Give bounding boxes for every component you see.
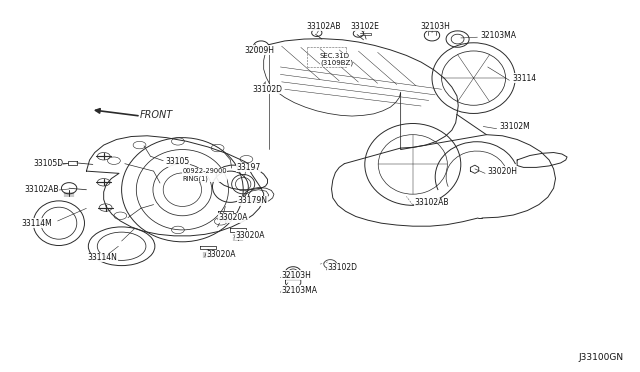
Text: 33179N: 33179N xyxy=(238,196,268,205)
Text: 33105D: 33105D xyxy=(33,159,63,168)
Text: 33114M: 33114M xyxy=(22,219,52,228)
Text: SEC.31D
(3109BZ): SEC.31D (3109BZ) xyxy=(320,53,353,66)
Text: 33102D: 33102D xyxy=(328,263,358,272)
Text: 33102AB: 33102AB xyxy=(24,185,59,194)
Text: FRONT: FRONT xyxy=(140,110,173,120)
Text: 33102E: 33102E xyxy=(350,22,380,31)
Text: 32103H: 32103H xyxy=(420,22,450,31)
Text: 33020A: 33020A xyxy=(219,213,248,222)
Text: 00922-29000
RING(1): 00922-29000 RING(1) xyxy=(182,168,227,182)
Text: 33197: 33197 xyxy=(236,163,260,172)
Text: 32103H: 32103H xyxy=(282,271,312,280)
Text: 33102M: 33102M xyxy=(499,122,530,131)
Text: J33100GN: J33100GN xyxy=(579,353,624,362)
Text: 32103MA: 32103MA xyxy=(480,31,516,40)
Text: 33105: 33105 xyxy=(166,157,190,166)
Text: 33102AB: 33102AB xyxy=(306,22,340,31)
Text: 33020H: 33020H xyxy=(488,167,518,176)
Text: 32103MA: 32103MA xyxy=(282,286,317,295)
Text: 32009H: 32009H xyxy=(244,46,274,55)
Text: 33020A: 33020A xyxy=(236,231,265,240)
Text: 33020A: 33020A xyxy=(206,250,236,259)
Text: 33114N: 33114N xyxy=(88,253,117,262)
Text: 33102AB: 33102AB xyxy=(415,198,449,207)
Text: 33114: 33114 xyxy=(512,74,536,83)
Text: 33102D: 33102D xyxy=(253,85,282,94)
